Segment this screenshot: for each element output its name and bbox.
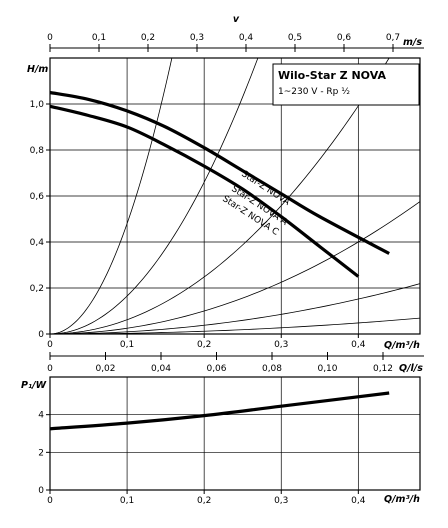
- head-y-tick-label-5: 1,0: [30, 100, 45, 110]
- head-x-axis-label: Q/m³/h: [384, 340, 420, 351]
- head-x-tick-label-0: 0: [47, 340, 53, 350]
- flow-ls-axis-ticks: 0 0,02 0,04 0,06 0,08 0,10 0,12: [47, 352, 393, 374]
- head-y-tick-label-1: 0,2: [30, 284, 44, 294]
- power-x-axis-label: Q/m³/h: [384, 494, 420, 505]
- velocity-tick-label-1: 0,1: [92, 33, 106, 43]
- flow-ls-tick-label-6: 0,12: [373, 364, 393, 374]
- head-x-tick-label-1: 0,1: [120, 340, 134, 350]
- power-x-tick-label-1: 0,1: [120, 496, 134, 506]
- velocity-axis-ticks: 0 0,1 0,2 0,3 0,4 0,5 0,6 0,7: [47, 33, 400, 52]
- system-curve-2: [49, 57, 390, 335]
- chart-subtitle: 1~230 V - Rp ½: [278, 87, 350, 97]
- power-y-ticks: 0 2 4: [38, 411, 50, 496]
- system-curve-0: [49, 57, 173, 335]
- system-curve-4: [49, 283, 421, 335]
- flow-ls-tick-label-5: 0,10: [317, 364, 337, 374]
- flow-ls-tick-label-2: 0,04: [151, 364, 171, 374]
- system-curve-1: [49, 57, 259, 335]
- head-x-tick-label-2: 0,2: [197, 340, 211, 350]
- head-y-ticks: 0 0,2 0,4 0,6 0,8 1,0: [30, 100, 50, 340]
- head-chart: Wilo-Star Z NOVA 1~230 V - Rp ½ Star-Z N…: [27, 57, 421, 351]
- power-chart-frame: [49, 376, 421, 491]
- curve-star-z-nova: [49, 90, 390, 255]
- velocity-tick-label-4: 0,4: [239, 33, 254, 43]
- head-x-tick-label-4: 0,4: [351, 340, 366, 350]
- power-grid: [50, 377, 420, 490]
- system-curve-5: [50, 317, 421, 335]
- head-y-tick-label-3: 0,6: [30, 192, 45, 202]
- flow-ls-tick-label-4: 0,08: [262, 364, 282, 374]
- head-y-tick-label-0: 0: [38, 330, 44, 340]
- velocity-axis-unit: m/s: [403, 37, 422, 48]
- head-x-tick-label-3: 0,3: [274, 340, 288, 350]
- velocity-tick-label-7: 0,7: [386, 33, 400, 43]
- flow-ls-tick-label-3: 0,06: [206, 364, 226, 374]
- velocity-tick-label-5: 0,5: [288, 33, 302, 43]
- head-y-tick-label-2: 0,4: [30, 238, 45, 248]
- power-x-tick-label-0: 0: [47, 496, 53, 506]
- power-x-tick-label-2: 0,2: [197, 496, 211, 506]
- curve-power: [49, 391, 390, 431]
- power-y-axis-label: P₁/W: [21, 380, 47, 391]
- velocity-axis-symbol: v: [233, 14, 240, 25]
- system-curve-3: [49, 201, 421, 335]
- power-x-tick-label-4: 0,4: [351, 496, 366, 506]
- head-y-tick-label-4: 0,8: [30, 146, 45, 156]
- head-x-ticks: 0 0,1 0,2 0,3 0,4: [47, 334, 366, 350]
- power-chart: P₁/W 0 2 4 0 0,1 0,2 0,3 0,4 Q/m³/h: [21, 376, 421, 506]
- flow-ls-tick-label-1: 0,02: [95, 364, 115, 374]
- system-curves: [49, 57, 421, 335]
- curve-star-z-nova-a: [49, 104, 360, 278]
- title-box: Wilo-Star Z NOVA 1~230 V - Rp ½: [272, 63, 420, 106]
- velocity-tick-label-2: 0,2: [141, 33, 155, 43]
- power-x-tick-label-3: 0,3: [274, 496, 288, 506]
- head-y-axis-label: H/m: [27, 64, 48, 75]
- flow-ls-axis: 0 0,02 0,04 0,06 0,08 0,10 0,12 Q/l/s: [47, 352, 424, 374]
- flow-ls-axis-label: Q/l/s: [399, 363, 423, 374]
- power-y-tick-label-1: 2: [38, 448, 44, 458]
- power-y-tick-label-0: 0: [38, 486, 44, 496]
- power-y-tick-label-2: 4: [38, 411, 44, 421]
- velocity-axis: 0 0,1 0,2 0,3 0,4 0,5 0,6 0,7 v m/s: [47, 14, 424, 52]
- velocity-tick-label-3: 0,3: [190, 33, 204, 43]
- chart-title: Wilo-Star Z NOVA: [278, 69, 386, 82]
- flow-ls-tick-label-0: 0: [47, 364, 53, 374]
- power-x-ticks: 0 0,1 0,2 0,3 0,4: [47, 490, 366, 506]
- title-box-frame: [272, 63, 420, 106]
- velocity-tick-label-0: 0: [47, 33, 53, 43]
- velocity-tick-label-6: 0,6: [337, 33, 352, 43]
